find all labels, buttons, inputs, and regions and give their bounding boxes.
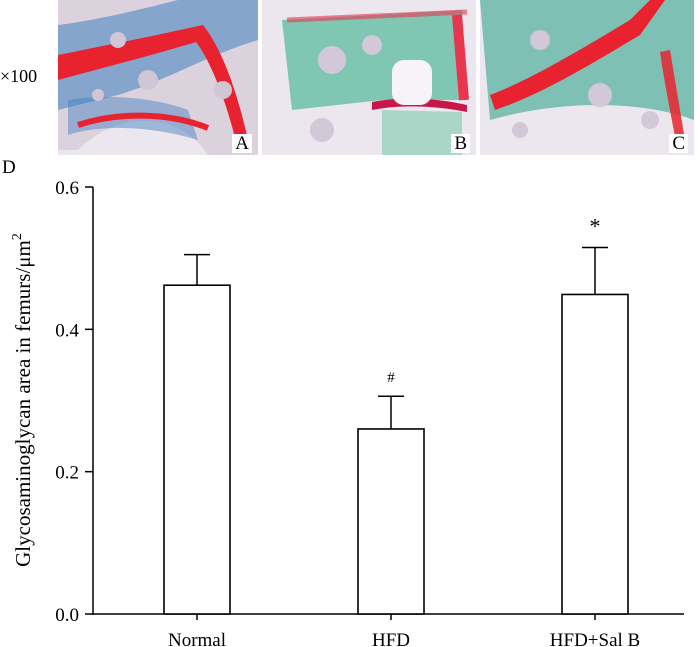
y-tick-label-1: 0.2 — [55, 463, 79, 484]
bar-chart: Glycosaminoglycan area in femurs/μm2 0.0… — [10, 178, 684, 647]
bar-2 — [561, 293, 629, 615]
x-tick-label-1: HFD — [372, 630, 410, 647]
plot-area: 0.0 0.2 0.4 0.6 Normal # HFD * HFD+Sal B — [55, 178, 684, 647]
figure-label-d: D — [2, 157, 16, 178]
y-axis-label-superscript: 2 — [10, 233, 25, 240]
significance-marker-1: # — [387, 370, 395, 386]
histology-panel-b: B — [262, 0, 476, 155]
histology-panel-a: A — [58, 0, 258, 155]
svg-text:Glycosaminoglycan area in femu: Glycosaminoglycan area in femurs/μm2 — [10, 233, 35, 567]
panel-letter-a: A — [232, 134, 252, 153]
y-tick-label-3: 0.6 — [55, 178, 79, 199]
magnification-label: ×100 — [0, 66, 38, 86]
significance-marker-2: * — [590, 213, 601, 238]
x-tick-label-0: Normal — [168, 630, 226, 647]
x-tick-label-2: HFD+Sal B — [550, 630, 640, 647]
panel-letter-b: B — [451, 134, 470, 153]
y-axis-title: Glycosaminoglycan area in femurs/μm2 — [10, 233, 35, 567]
bar-1 — [357, 428, 425, 615]
y-tick-label-2: 0.4 — [55, 320, 79, 341]
panel-letter-c: C — [669, 134, 688, 153]
y-axis-label: Glycosaminoglycan area in femurs/μm — [11, 240, 35, 567]
y-tick-label-0: 0.0 — [55, 605, 79, 626]
histology-image-c — [480, 0, 694, 155]
bar-0 — [163, 284, 231, 615]
histology-image-a — [58, 0, 258, 155]
histology-panel-c: C — [480, 0, 694, 155]
histology-image-b — [262, 0, 476, 155]
